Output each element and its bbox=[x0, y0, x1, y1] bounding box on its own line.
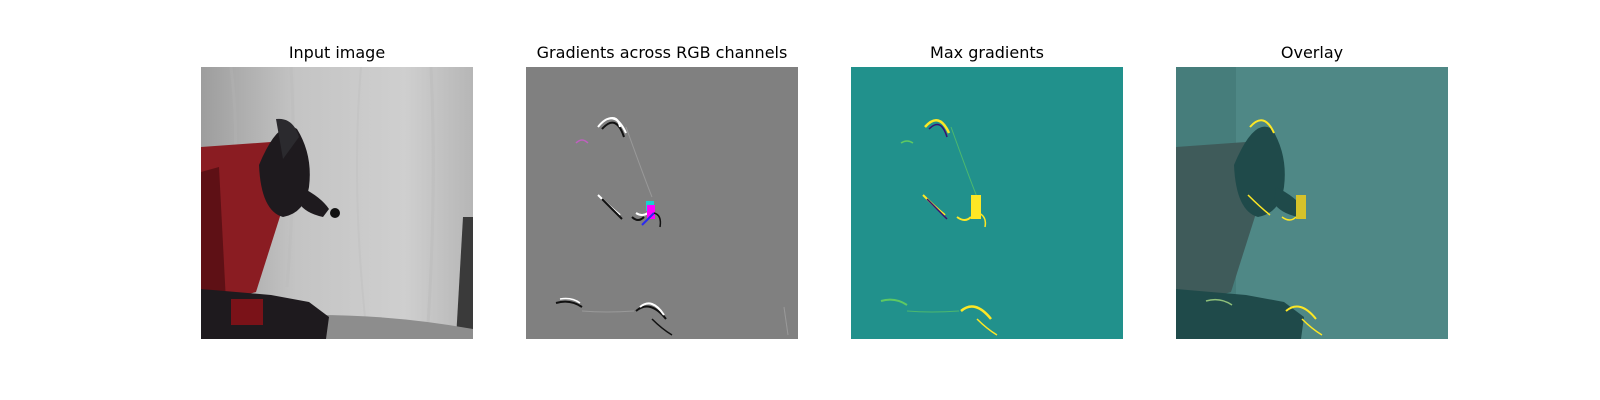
panel-title: Max gradients bbox=[930, 43, 1044, 62]
panel-title: Gradients across RGB channels bbox=[536, 43, 788, 62]
input-image bbox=[201, 67, 473, 339]
panel-overlay: Overlay bbox=[1176, 0, 1448, 400]
max-gradients-image bbox=[851, 67, 1123, 339]
panel-max-gradients: Max gradients bbox=[851, 0, 1123, 400]
panel-title: Input image bbox=[288, 43, 386, 62]
panel-gradients-rgb: Gradients across RGB channels bbox=[526, 0, 798, 400]
panel-title: Overlay bbox=[1280, 43, 1344, 62]
panel-input-image: Input image bbox=[201, 0, 473, 400]
overlay-image bbox=[1176, 67, 1448, 339]
gradients-rgb-image bbox=[526, 67, 798, 339]
